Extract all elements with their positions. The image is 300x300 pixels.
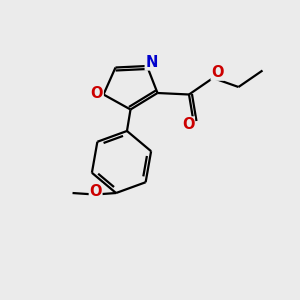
- Text: O: O: [182, 117, 194, 132]
- Text: O: O: [211, 65, 224, 80]
- Text: N: N: [145, 55, 158, 70]
- Text: O: O: [91, 85, 103, 100]
- Text: O: O: [89, 184, 102, 199]
